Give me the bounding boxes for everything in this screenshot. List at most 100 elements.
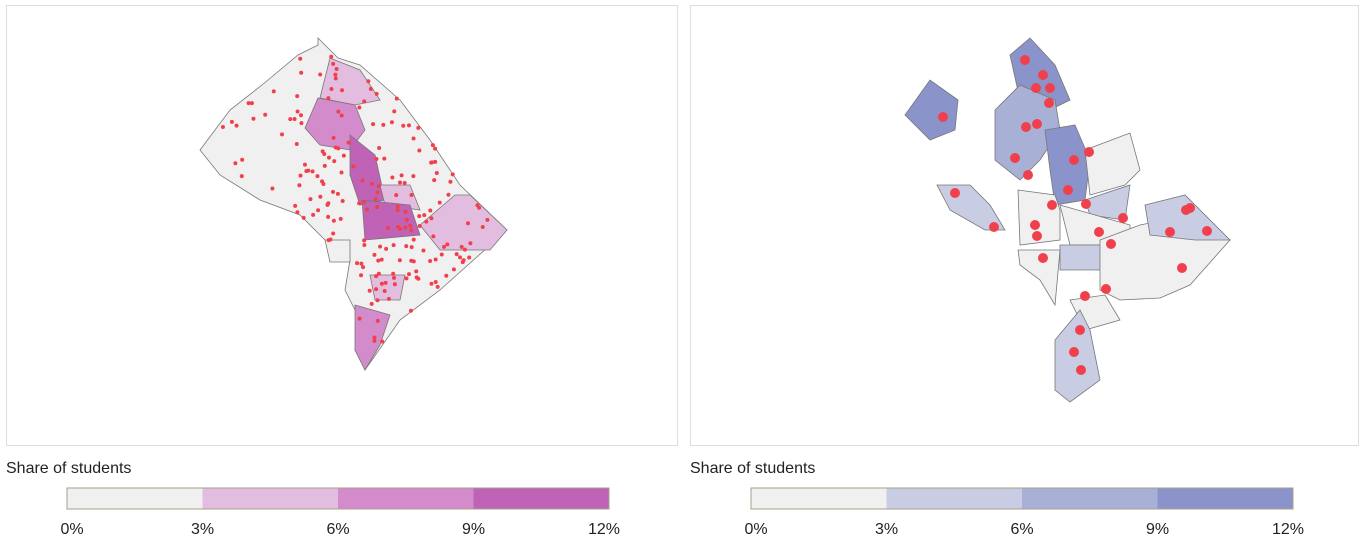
school-dot (394, 96, 399, 101)
school-dot (409, 245, 414, 250)
school-dot (411, 237, 416, 242)
school-dot (433, 146, 438, 151)
school-dot (397, 258, 402, 263)
school-dot (459, 244, 464, 249)
school-dot (446, 192, 451, 197)
school-dot (355, 261, 360, 266)
school-dot (431, 234, 436, 239)
school-dot (322, 163, 327, 168)
school-dot (1020, 55, 1030, 65)
school-dot (404, 244, 409, 249)
school-dot (480, 225, 485, 230)
school-dot (295, 94, 300, 99)
school-dot (445, 242, 450, 247)
school-dot (340, 198, 345, 203)
school-dot (435, 284, 440, 289)
school-dot (989, 222, 999, 232)
school-dot (362, 242, 367, 247)
school-dot (394, 193, 399, 198)
school-dot (365, 207, 370, 212)
school-dot (220, 124, 225, 129)
school-dot (328, 237, 333, 242)
school-dot (239, 174, 244, 179)
legend-tick-label: 3% (191, 521, 214, 538)
school-dot (246, 101, 251, 106)
school-dot (428, 259, 433, 264)
school-dot (417, 224, 422, 229)
school-dot (293, 203, 298, 208)
school-dot (1075, 325, 1085, 335)
school-dot (331, 231, 336, 236)
school-dot (333, 76, 338, 81)
school-dot (340, 88, 345, 93)
school-dot (374, 274, 379, 279)
school-dot (341, 153, 346, 158)
school-dot (373, 196, 378, 201)
school-dot (361, 265, 366, 270)
legend-tick-label: 12% (1272, 521, 1304, 538)
school-dot (372, 252, 377, 257)
school-dot (1094, 227, 1104, 237)
school-dot (414, 269, 419, 274)
school-dot (468, 241, 473, 246)
school-dot (299, 121, 304, 126)
school-dot (334, 66, 339, 71)
school-dot (391, 243, 396, 248)
school-dot (301, 215, 306, 220)
school-dot (321, 181, 326, 186)
school-dot (444, 273, 449, 278)
legend-tick-label: 9% (1146, 521, 1169, 538)
school-dot (433, 257, 438, 262)
school-dot (395, 208, 400, 213)
school-dot (326, 214, 331, 219)
school-dot (380, 339, 385, 344)
school-dot (467, 255, 472, 260)
school-dot (1081, 199, 1091, 209)
school-dot (1101, 284, 1111, 294)
school-dot (379, 281, 384, 286)
school-dot (333, 72, 338, 77)
school-dot (448, 179, 453, 184)
school-dot (271, 89, 276, 94)
school-dot (433, 279, 438, 284)
school-dot (1038, 70, 1048, 80)
school-dot (249, 101, 254, 106)
district (324, 239, 351, 263)
school-dot (297, 183, 302, 188)
school-dot (367, 288, 372, 293)
school-dot (382, 156, 387, 161)
school-dot (416, 125, 421, 130)
school-dot (229, 119, 234, 124)
school-dot (392, 109, 397, 114)
school-dot (374, 156, 379, 161)
school-dot (409, 258, 414, 263)
school-dot (429, 160, 434, 165)
district (1054, 309, 1101, 403)
school-dot (331, 61, 336, 66)
school-dot (1063, 185, 1073, 195)
school-dot (403, 209, 408, 214)
school-dot (392, 282, 397, 287)
school-dot (399, 173, 404, 178)
school-dot (375, 190, 380, 195)
school-dot (1080, 291, 1090, 301)
school-dot (339, 113, 344, 118)
school-dot (372, 338, 377, 343)
school-dot (1038, 253, 1048, 263)
legend-border (750, 487, 1294, 510)
school-dot (397, 180, 402, 185)
school-dot (1047, 200, 1057, 210)
school-dot (434, 171, 439, 176)
school-dot (316, 208, 321, 213)
school-dot (369, 301, 374, 306)
school-dot (1106, 239, 1116, 249)
district (1017, 249, 1061, 307)
school-dot (331, 218, 336, 223)
legend-title: Share of students (6, 460, 131, 477)
school-dot (376, 258, 381, 263)
school-dot (466, 221, 471, 226)
school-dot (433, 159, 438, 164)
school-dot (408, 308, 413, 313)
school-dot (1032, 231, 1042, 241)
school-dot (417, 214, 422, 219)
